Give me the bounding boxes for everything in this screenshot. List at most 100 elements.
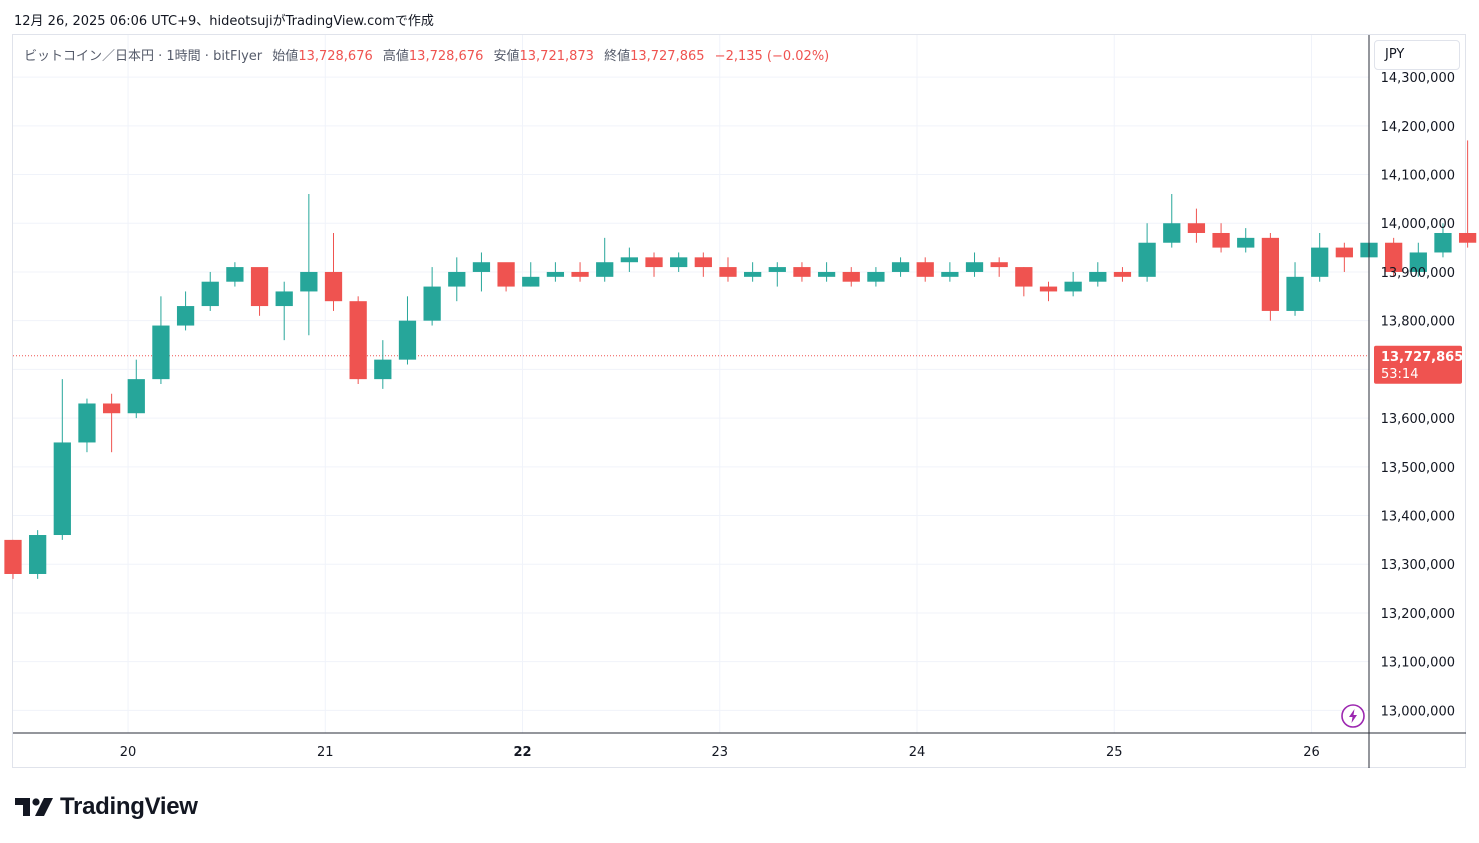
candle-body <box>250 267 269 307</box>
candle <box>571 262 589 282</box>
candle-body <box>398 320 417 360</box>
brand-logo[interactable]: TradingView <box>14 793 198 821</box>
currency-button[interactable]: JPY <box>1374 40 1460 70</box>
candle <box>127 359 145 419</box>
candle <box>645 252 663 277</box>
candle <box>374 340 392 389</box>
y-tick-label: 13,800,000 <box>1381 315 1455 330</box>
candle <box>522 262 540 287</box>
candle <box>324 232 343 311</box>
open-label: 始値 <box>272 49 299 64</box>
candle <box>1064 271 1082 297</box>
candle <box>793 262 811 282</box>
candle <box>53 379 71 540</box>
x-tick-label: 25 <box>1106 745 1123 760</box>
candle-body <box>571 271 589 277</box>
candle-body <box>867 271 885 282</box>
candle <box>1212 223 1230 253</box>
candle-countdown: 53:14 <box>1381 367 1418 382</box>
candle-body <box>201 281 219 307</box>
candle-body <box>324 271 343 302</box>
candle-body <box>990 262 1008 268</box>
y-tick-label: 13,100,000 <box>1381 656 1455 671</box>
last-price-label: 13,727,865 53:14 <box>1374 345 1463 384</box>
candle-body <box>1434 232 1452 253</box>
candle-body <box>127 379 145 414</box>
candle <box>176 291 195 331</box>
candle-body <box>1138 242 1156 277</box>
ohlc-legend: ビットコイン／日本円 · 1時間 · bitFlyer 始値13,728,676… <box>24 45 829 64</box>
y-tick-label: 13,200,000 <box>1381 607 1455 622</box>
candle-body <box>1385 242 1403 272</box>
candle <box>719 257 737 282</box>
candle-body <box>891 262 910 272</box>
high-value: 13,728,676 <box>408 49 484 64</box>
candle <box>620 247 638 272</box>
y-tick-label: 13,300,000 <box>1381 558 1455 573</box>
candle-body <box>472 262 491 272</box>
open-value: 13,728,676 <box>298 49 373 64</box>
candle-body <box>1064 281 1082 292</box>
symbol-label[interactable]: ビットコイン／日本円 · 1時間 · bitFlyer <box>24 49 263 64</box>
candle <box>29 530 47 579</box>
candle-body <box>1039 286 1058 292</box>
tradingview-logo-icon <box>15 798 53 816</box>
candle-body <box>719 267 737 277</box>
close-label: 終値 <box>604 49 631 64</box>
x-tick-label: 21 <box>317 745 334 760</box>
candle-body <box>941 271 959 277</box>
snapshot-caption: 12月 26, 2025 06:06 UTC+9、hideotsujiがTrad… <box>14 14 434 29</box>
candle-body <box>423 286 441 321</box>
candle-body <box>1187 223 1206 233</box>
candle <box>1458 140 1477 248</box>
candle <box>768 262 786 287</box>
last-price-badge <box>1374 345 1462 384</box>
high-label: 高値 <box>382 49 409 64</box>
candle <box>423 267 441 326</box>
candle <box>1286 262 1304 316</box>
candle-body <box>448 271 466 287</box>
candle <box>867 267 885 287</box>
candle <box>1409 242 1427 277</box>
lightning-bolt-icon[interactable] <box>1341 704 1365 728</box>
candle-body <box>300 271 318 292</box>
y-tick-label: 14,000,000 <box>1381 217 1455 232</box>
chart-frame <box>12 34 1466 768</box>
candle <box>1163 194 1181 248</box>
grid-lines <box>13 35 1369 733</box>
candle <box>1039 281 1058 302</box>
candle-body <box>1089 271 1107 282</box>
candle-body <box>152 325 170 380</box>
brand-name: TradingView <box>60 793 198 820</box>
candle <box>1261 232 1280 321</box>
candle-body <box>670 257 688 268</box>
candle-body <box>497 262 515 287</box>
candle-body <box>965 262 984 272</box>
candle-body <box>694 257 712 268</box>
candle <box>596 237 614 282</box>
x-tick-label: 22 <box>513 745 531 760</box>
change-value: −2,135 (−0.02%) <box>714 49 830 64</box>
candle <box>1434 223 1452 258</box>
candle <box>891 257 910 277</box>
candle <box>275 281 293 341</box>
candle-body <box>744 271 762 277</box>
candle-body <box>916 262 934 277</box>
candle-body <box>620 257 638 263</box>
candle-body <box>768 267 786 272</box>
y-tick-label: 13,400,000 <box>1381 510 1455 525</box>
y-tick-label: 14,200,000 <box>1381 120 1455 135</box>
candle-body <box>1163 223 1181 243</box>
candle-body <box>1286 276 1304 311</box>
candle <box>1385 237 1403 277</box>
candle <box>670 252 688 272</box>
candle <box>990 257 1008 277</box>
candle <box>1187 208 1206 243</box>
candle <box>226 262 244 287</box>
candle <box>546 262 565 282</box>
candle-body <box>374 359 392 380</box>
candle-series <box>4 140 1477 579</box>
candle-body <box>1113 271 1132 277</box>
x-tick-label: 24 <box>909 745 926 760</box>
